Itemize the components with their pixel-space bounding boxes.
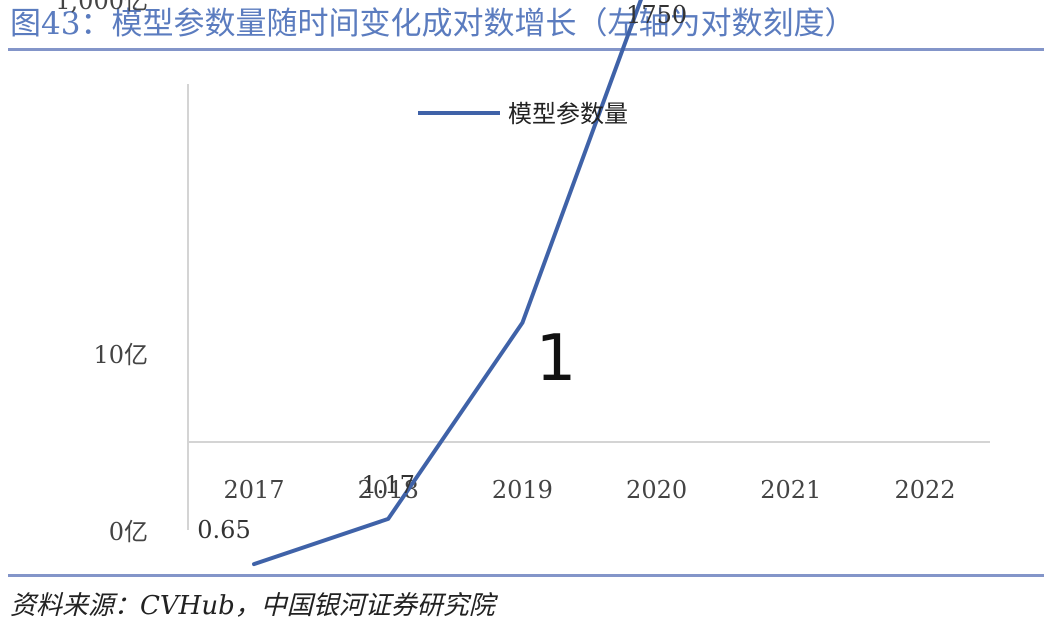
y-tick-label: 10亿	[93, 341, 148, 369]
annotations: 1	[536, 322, 577, 396]
y-tick-label: 1,000亿	[55, 0, 148, 15]
y-tick-label: 0亿	[109, 518, 148, 546]
series-line	[252, 0, 643, 567]
data-label: 1750	[626, 1, 687, 29]
x-tick-label: 2020	[626, 476, 687, 504]
source-divider	[8, 574, 1044, 577]
legend: 模型参数量	[418, 100, 628, 128]
x-tick-label: 2017	[223, 476, 284, 504]
x-tick-labels: 2017 2018 2019 2020 2021 2022	[223, 476, 955, 504]
title-divider	[8, 48, 1044, 51]
chart-axes	[187, 84, 990, 530]
x-tick-label: 2019	[492, 476, 553, 504]
series-group	[252, 0, 643, 567]
legend-label: 模型参数量	[508, 100, 628, 128]
x-tick-label: 2022	[894, 476, 955, 504]
data-labels: 0.651.17175028005400	[197, 1, 687, 544]
source-note: 资料来源：CVHub，中国银河证券研究院	[10, 591, 495, 621]
y-tick-labels: 0亿 10亿 1,000亿	[55, 0, 148, 546]
data-label: 1.17	[361, 471, 414, 499]
annotation-text: 1	[536, 322, 577, 396]
chart-title: 图43：模型参数量随时间变化成对数增长（左轴为对数刻度）	[10, 6, 856, 42]
x-tick-label: 2021	[760, 476, 821, 504]
data-label: 0.65	[197, 516, 250, 544]
